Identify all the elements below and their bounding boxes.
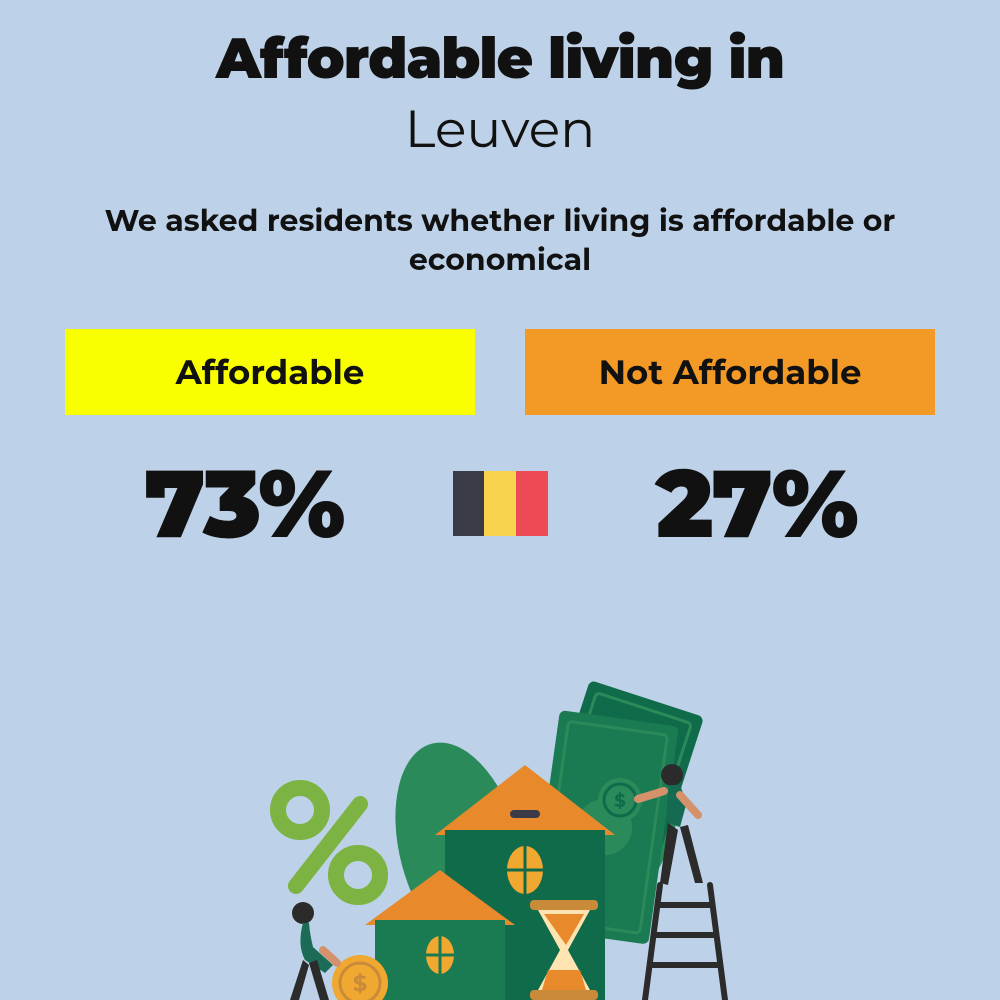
values-row: 73% 27% [0,445,1000,561]
labels-row: Affordable Not Affordable [0,329,1000,415]
not-affordable-value: 27% [578,445,936,561]
title-line2: Leuven [0,98,1000,161]
subtitle: We asked residents whether living is aff… [0,201,1000,279]
affordable-value: 73% [65,445,423,561]
svg-text:$: $ [353,970,367,997]
title-line1: Affordable living in [0,0,1000,93]
belgium-flag-icon [453,471,548,536]
not-affordable-label: Not Affordable [525,329,935,415]
affordable-label: Affordable [65,329,475,415]
flag-stripe-3 [516,471,548,536]
svg-text:$: $ [614,790,625,812]
flag-stripe-1 [453,471,485,536]
savings-illustration-icon: $ $ [210,670,790,1000]
flag-stripe-2 [484,471,516,536]
